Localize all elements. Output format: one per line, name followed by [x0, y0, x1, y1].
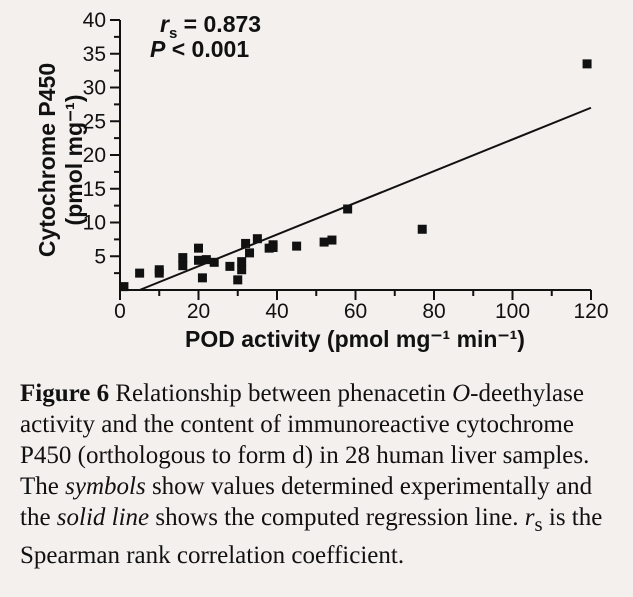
data-point	[119, 282, 129, 292]
data-point	[582, 59, 592, 69]
caption-text-4: shows the computed regression line.	[149, 504, 525, 531]
y-tick-label: 35	[83, 43, 106, 66]
y-tick-label: 10	[83, 212, 106, 235]
x-tick-label: 60	[344, 300, 367, 323]
x-tick-label: 20	[187, 300, 210, 323]
data-point	[197, 273, 207, 283]
caption-italic-o: O	[452, 380, 471, 407]
x-tick-label: 0	[114, 300, 126, 323]
caption-text-3: show values determined experimentally an…	[20, 473, 593, 531]
x-tick-label: 40	[265, 300, 288, 323]
data-point	[292, 241, 302, 251]
data-point	[319, 237, 329, 247]
axis-ticks: 0 20 40 60 80 100 120 5 10 15 20 25 30 35 40	[83, 9, 609, 323]
data-point	[268, 242, 278, 252]
rs-annotation: rs = 0.873	[160, 11, 261, 42]
y-tick-label: 25	[83, 110, 106, 133]
figure-caption: Figure 6 Relationship between phenacetin…	[20, 378, 620, 571]
data-point	[237, 265, 247, 275]
y-tick-label: 15	[83, 178, 106, 201]
data-point	[209, 257, 219, 267]
data-point	[194, 243, 203, 253]
data-point	[343, 204, 353, 214]
y-axis-label: Cytochrome P450 (pmol mg⁻¹)	[34, 63, 87, 257]
p-annotation: P < 0.001	[150, 36, 249, 62]
x-tick-label: 100	[495, 300, 530, 323]
data-point	[201, 255, 211, 265]
y-tick-label: 5	[94, 245, 106, 268]
caption-text-2: -deethylase activity and the content of …	[20, 380, 590, 500]
data-point	[252, 234, 262, 244]
data-point	[154, 265, 164, 275]
y-tick-label: 40	[83, 9, 106, 32]
data-point	[225, 261, 235, 271]
caption-italic-rs: r	[524, 504, 535, 531]
data-point	[327, 235, 337, 245]
data-point	[194, 255, 203, 265]
data-point	[135, 268, 145, 278]
data-point	[417, 224, 427, 234]
caption-italic-symbols: symbols	[65, 473, 146, 500]
caption-text-5: is the Spearman rank correlation coeffic…	[20, 504, 603, 569]
x-tick-label: 80	[422, 300, 445, 323]
data-point	[245, 248, 255, 258]
scatter-chart: 0 20 40 60 80 100 120 5 10 15 20 25 30 35 40 rs = 0.87…	[34, 9, 609, 352]
chart-svg: 0 20 40 60 80 100 120 5 10 15 20 25 30 35 40 rs = 0.87…	[34, 9, 609, 352]
data-points	[119, 59, 592, 292]
y-tick-label: 20	[83, 144, 106, 167]
y-axis-label-line1: Cytochrome P450	[34, 63, 60, 257]
x-axis-label: POD activity (pmol mg⁻¹ min⁻¹)	[185, 326, 525, 352]
data-point	[178, 261, 188, 271]
caption-text-1: Relationship between phenacetin	[109, 380, 453, 407]
data-point	[237, 257, 247, 267]
caption-italic-solid-line: solid line	[56, 504, 150, 531]
caption-rs-subscript: s	[534, 512, 543, 536]
figure-label: Figure 6	[20, 380, 110, 407]
data-point	[233, 275, 243, 285]
y-axis-label-line2: (pmol mg⁻¹)	[61, 95, 87, 226]
x-tick-label: 120	[573, 300, 608, 323]
data-point	[178, 253, 188, 263]
data-point	[241, 238, 251, 248]
y-tick-label: 30	[83, 77, 106, 100]
